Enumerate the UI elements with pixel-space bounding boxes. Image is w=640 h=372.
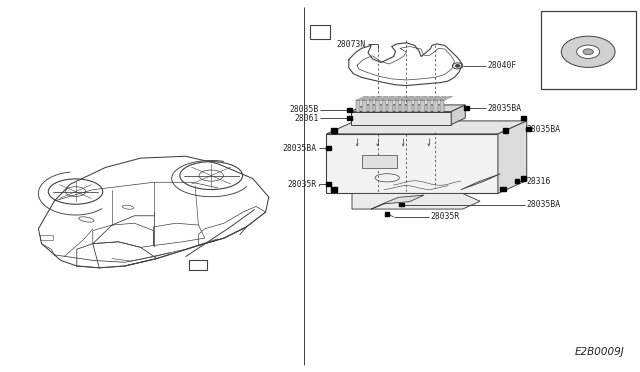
Polygon shape [420,96,433,100]
Polygon shape [326,121,527,134]
Bar [541,11,636,89]
Polygon shape [371,195,424,209]
Polygon shape [408,100,412,112]
Bar [326,146,331,150]
Polygon shape [414,100,419,112]
Polygon shape [381,100,386,112]
Text: 28035R: 28035R [287,180,317,189]
Text: 28035R: 28035R [430,212,460,221]
Text: 28316: 28316 [526,177,550,186]
Polygon shape [433,96,446,100]
Polygon shape [352,193,480,209]
Polygon shape [369,96,381,100]
Polygon shape [394,96,408,100]
Text: 28035B: 28035B [289,105,319,114]
Text: 28035BA: 28035BA [283,144,317,153]
Polygon shape [375,100,380,112]
Text: 28035BA: 28035BA [488,104,522,113]
Polygon shape [440,100,444,112]
Bar [503,128,509,133]
Text: 28073N: 28073N [337,40,366,49]
Polygon shape [362,96,375,100]
Polygon shape [408,96,420,100]
Bar [515,180,520,183]
Bar [332,187,337,192]
Bar [521,115,527,121]
Polygon shape [362,100,367,112]
Text: 28035BA: 28035BA [526,125,560,134]
Text: 25301P: 25301P [573,18,603,27]
Bar [332,128,337,133]
Bar [310,25,330,39]
Circle shape [577,45,600,58]
Polygon shape [351,112,451,125]
Text: 28040F: 28040F [487,61,516,70]
Bar [399,203,404,206]
Polygon shape [401,96,414,100]
Polygon shape [401,100,406,112]
Bar [348,116,352,120]
Bar [40,235,53,240]
Polygon shape [356,96,369,100]
Text: A: A [317,27,323,37]
Polygon shape [433,100,438,112]
Text: 28061: 28061 [294,113,319,123]
Polygon shape [394,100,399,112]
Circle shape [456,65,460,67]
Bar [527,127,531,131]
Text: E2B0009J: E2B0009J [574,347,624,357]
Polygon shape [427,100,431,112]
Polygon shape [381,96,395,100]
Circle shape [583,49,593,55]
Bar [362,155,397,168]
Bar [385,212,390,216]
Bar [465,106,469,110]
Polygon shape [351,105,465,112]
Polygon shape [461,174,500,190]
Polygon shape [414,96,427,100]
Polygon shape [420,100,425,112]
Polygon shape [326,134,498,193]
Text: A: A [195,260,200,269]
Bar [326,182,331,186]
Text: W/O BOSE: W/O BOSE [568,74,608,83]
Bar [521,176,527,181]
Polygon shape [356,100,360,112]
Polygon shape [388,96,401,100]
Polygon shape [451,105,465,125]
Polygon shape [440,96,452,100]
Polygon shape [369,100,373,112]
Bar [348,108,352,112]
Polygon shape [375,96,388,100]
Text: 28035BA: 28035BA [526,200,560,209]
Bar [189,260,207,270]
Bar [500,187,506,192]
Polygon shape [388,100,392,112]
Circle shape [561,36,615,67]
Polygon shape [498,121,527,193]
Polygon shape [427,96,440,100]
